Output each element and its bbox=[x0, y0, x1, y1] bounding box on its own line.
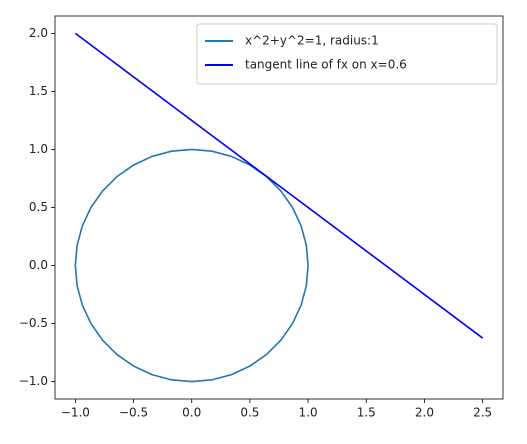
y-tick-label: −0.5 bbox=[19, 316, 48, 330]
x-tick-label: 1.5 bbox=[357, 406, 376, 420]
x-tick-label: 1.0 bbox=[299, 406, 318, 420]
x-tick-label: 0.0 bbox=[182, 406, 201, 420]
legend-label: x^2+y^2=1, radius:1 bbox=[245, 34, 379, 48]
y-tick-label: −1.0 bbox=[19, 374, 48, 388]
line bbox=[74, 148, 309, 383]
y-tick-label: 1.5 bbox=[29, 84, 48, 98]
x-tick-label: 2.0 bbox=[415, 406, 434, 420]
x-tick-label: 2.5 bbox=[473, 406, 492, 420]
y-tick-label: 1.0 bbox=[29, 142, 48, 156]
x-tick-label: −0.5 bbox=[119, 406, 148, 420]
line bbox=[74, 32, 484, 339]
y-tick-label: 0.5 bbox=[29, 200, 48, 214]
y-tick-label: 0.0 bbox=[29, 258, 48, 272]
plot-frame bbox=[54, 15, 504, 400]
x-tick-label: −1.0 bbox=[61, 406, 90, 420]
x-tick-label: 0.5 bbox=[240, 406, 259, 420]
legend-label: tangent line of fx on x=0.6 bbox=[245, 58, 407, 72]
legend-box bbox=[196, 23, 498, 85]
y-tick-label: 2.0 bbox=[29, 26, 48, 40]
